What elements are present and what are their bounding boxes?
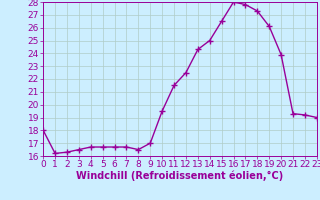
X-axis label: Windchill (Refroidissement éolien,°C): Windchill (Refroidissement éolien,°C) (76, 171, 284, 181)
